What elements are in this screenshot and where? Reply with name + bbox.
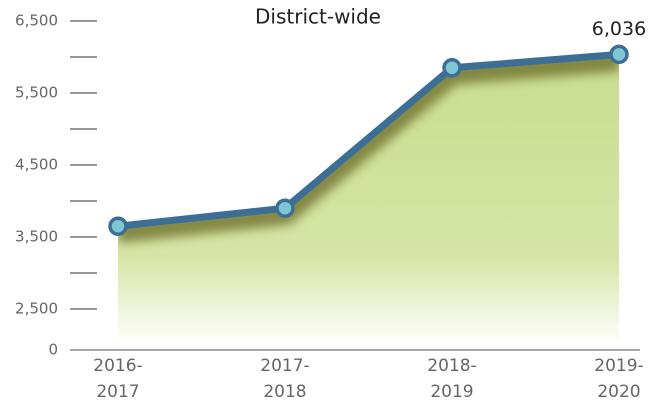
value-label: 6,036 bbox=[592, 18, 646, 40]
x-tick-label: 2018- bbox=[427, 356, 476, 376]
x-tick-label: 2017 bbox=[96, 382, 139, 402]
x-tick-label: 2019 bbox=[430, 382, 473, 402]
y-tick-label: 5,500 bbox=[15, 84, 58, 102]
chart-title: District-wide bbox=[255, 5, 381, 29]
x-tick-label: 2018 bbox=[263, 382, 306, 402]
line bbox=[117, 50, 620, 230]
x-tick-label: 2016- bbox=[93, 356, 142, 376]
x-tick-label: 2017- bbox=[260, 356, 309, 376]
y-tick-label: 3,500 bbox=[15, 228, 58, 246]
marker bbox=[108, 216, 128, 236]
area bbox=[118, 54, 619, 346]
x-tick-label: 2020 bbox=[597, 382, 640, 402]
y-floor-label: 0 bbox=[48, 341, 58, 359]
marker bbox=[609, 44, 629, 65]
x-tick-label: 2019- bbox=[594, 356, 643, 376]
marker bbox=[442, 58, 462, 78]
shadow bbox=[118, 54, 619, 244]
marker bbox=[275, 198, 295, 218]
area-shadow bbox=[118, 54, 619, 244]
y-tick-label: 4,500 bbox=[15, 156, 58, 174]
y-tick-label: 6,500 bbox=[15, 12, 58, 30]
y-tick-label: 2,500 bbox=[15, 300, 58, 318]
